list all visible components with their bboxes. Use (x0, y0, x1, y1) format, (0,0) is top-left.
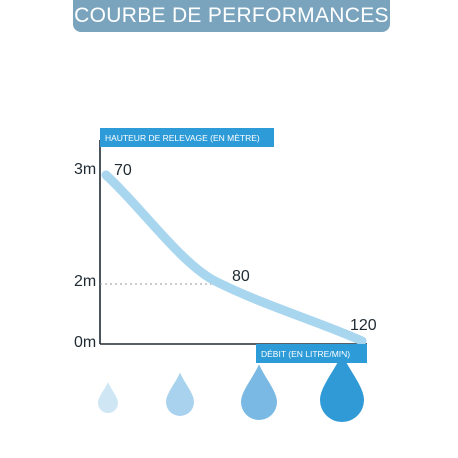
y-tick-label: 3m (74, 161, 96, 178)
y-tick-label: 2m (74, 273, 96, 290)
data-point-label: 70 (114, 162, 132, 179)
y-tick-labels: 3m 2m 0m (74, 161, 96, 351)
water-drop-icon (98, 382, 118, 413)
data-point-label: 80 (232, 268, 250, 285)
water-drop-icon (320, 353, 364, 422)
performance-curve (101, 170, 367, 346)
y-tick-label: 0m (74, 334, 96, 351)
chart-axes (99, 140, 367, 345)
y-axis-tag (100, 128, 274, 147)
series-line (101, 170, 367, 346)
water-drop-icon (241, 364, 277, 420)
point-labels: 70 80 120 (114, 162, 377, 334)
x-axis-label: DÉBIT (EN LITRE/MIN) (261, 349, 350, 359)
axis-tags: HAUTEUR DE RELEVAGE (EN MÈTRE) DÉBIT (EN … (100, 128, 367, 363)
water-drops (98, 353, 364, 422)
y-axis-label: HAUTEUR DE RELEVAGE (EN MÈTRE) (105, 133, 260, 143)
water-drop-icon (166, 372, 194, 416)
x-axis-tag (256, 344, 367, 363)
chart-title: COURBE DE PERFORMANCES (73, 0, 390, 32)
data-point-label: 120 (350, 317, 377, 334)
